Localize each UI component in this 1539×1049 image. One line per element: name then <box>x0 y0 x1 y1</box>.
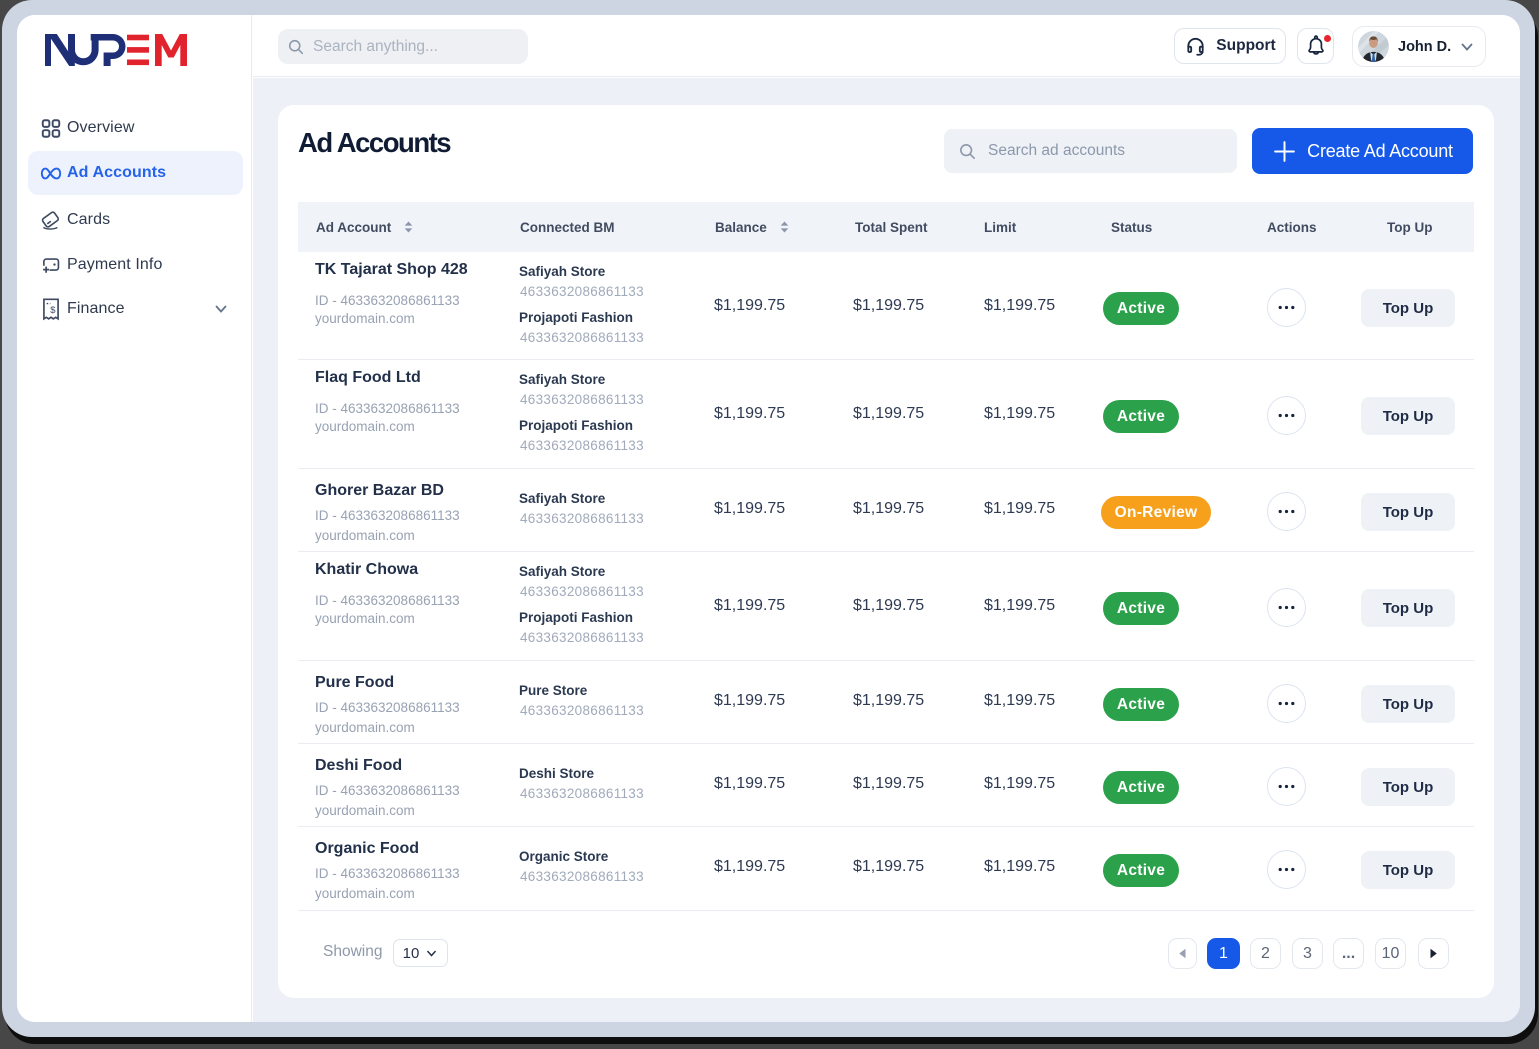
svg-text:$: $ <box>50 305 56 315</box>
